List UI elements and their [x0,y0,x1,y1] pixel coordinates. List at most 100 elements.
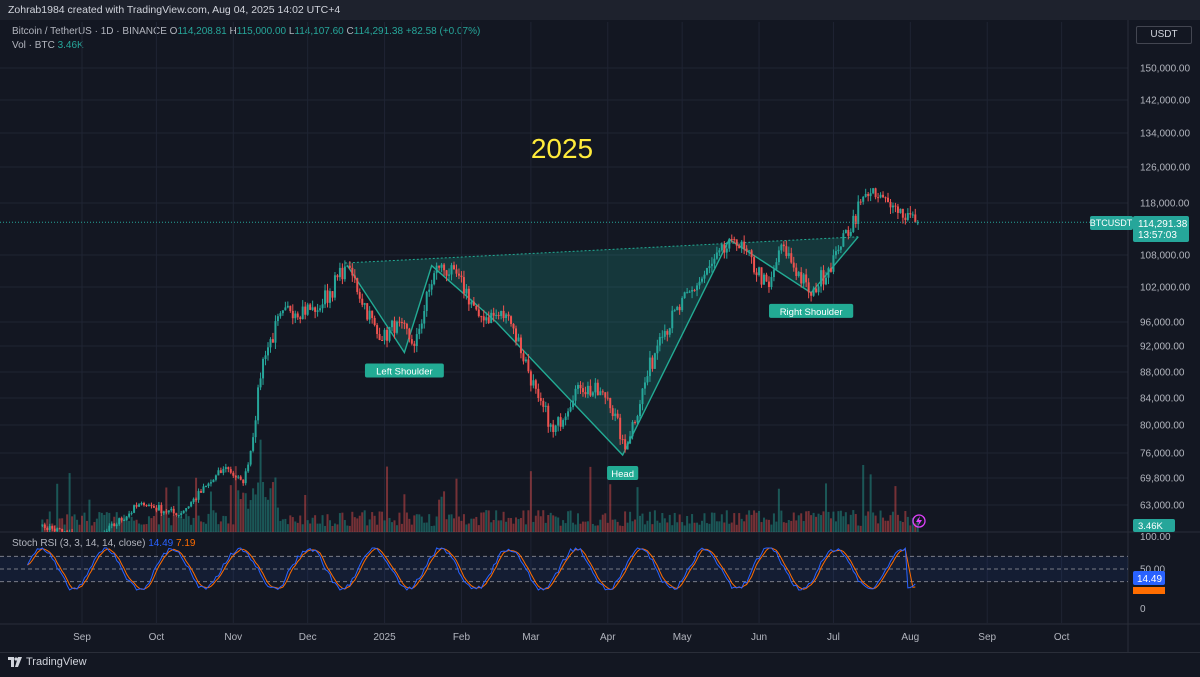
candle-body [596,382,599,396]
candle-body [167,510,170,513]
volume-bar [195,477,198,532]
volume-bar [68,473,71,532]
candle-body [770,277,773,287]
volume-bar [227,523,230,532]
candle-body [373,317,376,326]
candle-body [197,491,200,500]
candle-body [264,355,267,359]
candle-body [666,331,669,335]
candle-body [200,491,203,493]
volume-bar [472,518,475,532]
volume-legend[interactable]: Vol · BTC 3.46K [12,40,84,51]
price-tag-countdown: 13:57:03 [1138,230,1177,241]
candle-body [286,305,289,308]
stoch-legend[interactable]: Stoch RSI (3, 3, 14, 14, close) 14.49 7.… [12,538,195,549]
volume-bar [567,511,570,532]
candle-body [269,339,272,348]
stoch-axis[interactable]: 100.00 50.00 0 [1140,532,1171,615]
volume-bar [758,510,761,532]
volume-bar [666,522,669,532]
volume-bar [629,511,632,532]
volume-bar [138,523,141,532]
candle-body [614,413,617,417]
volume-bar [376,524,379,532]
volume-bar [852,510,855,532]
volume-bar [512,523,515,532]
candle-body [467,288,470,305]
volume-bar [405,512,408,532]
candle-body [363,303,366,305]
candle-body [884,197,887,199]
tradingview-brand[interactable]: TradingView [8,656,87,668]
volume-bar [462,514,465,532]
volume-bar [205,523,207,532]
currency-button[interactable]: USDT [1136,26,1192,44]
volume-bar [795,520,798,532]
volume-bar [639,515,641,532]
volume-bar [534,515,537,532]
volume-bar [63,524,66,532]
volume-bar [849,514,852,532]
volume-bar [668,514,671,532]
volume-bar [480,512,483,532]
candle-body [187,506,190,509]
candle-body [837,249,840,252]
candle-body [661,336,664,338]
volume-bar [147,516,150,532]
volume-bar [103,514,106,532]
volume-bar [343,520,346,532]
volume-bar [115,512,118,532]
volume-bar [899,520,902,532]
volume-bar [467,523,470,532]
neckline [344,236,859,264]
candle-body [554,425,557,432]
price-axis[interactable]: 150,000.00 142,000.00 134,000.00 126,000.00… [1140,64,1190,512]
candle-body [822,270,825,285]
candle-body [314,307,317,312]
volume-bar [418,514,421,532]
candle-body [827,268,830,278]
candle-body [730,239,733,241]
volume-bar [810,515,813,532]
volume-bar [609,484,612,532]
price-tick-label: 134,000.00 [1140,129,1190,140]
candle-body [108,525,111,531]
volume-bar [167,517,170,532]
candle-body [125,516,128,521]
price-tick-label: 150,000.00 [1140,64,1190,75]
candle-body [239,476,242,480]
candle-body [244,471,247,484]
candle-body [254,420,257,438]
lightning-icon[interactable] [912,514,926,528]
candle-body [475,305,478,310]
candle-body [817,286,820,293]
candle-body [485,317,488,321]
volume-bar [820,515,823,532]
volume-bar [827,511,830,532]
volume-bar [713,512,716,532]
volume-bar [790,520,793,532]
volume-bar [212,510,215,532]
time-tick-label: Nov [224,632,242,643]
volume-bar [765,519,768,532]
candle-body [450,265,453,275]
candle-body [423,310,426,324]
volume-bar [93,522,96,532]
candle-body [646,376,649,383]
volume-bar [157,524,160,532]
volume-bar [914,523,917,532]
candle-body [864,194,867,197]
volume-tag-value: 3.46K [1138,521,1163,532]
volume-bar [423,522,426,532]
volume-bar [755,512,758,532]
candle-body [343,266,346,280]
volume-bar [105,512,108,532]
time-axis[interactable]: Sep Oct Nov Dec 2025 Feb Mar Apr May Jun Jul Aug Sep… [73,632,1069,643]
volume-bar [366,525,369,532]
volume-bar [569,510,572,532]
volume-bar [180,516,183,532]
candle-body [894,205,897,207]
volume-bar [901,522,904,532]
tradingview-logo-icon [8,657,22,667]
